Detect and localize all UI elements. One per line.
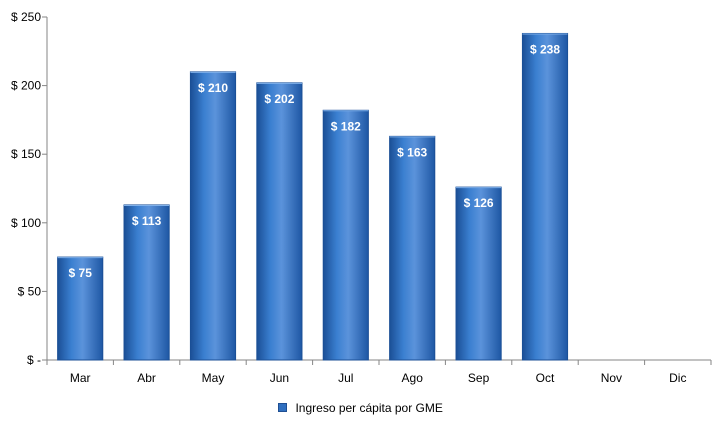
x-tick-label: Jun	[270, 371, 289, 385]
x-tick-label: Sep	[468, 371, 490, 385]
x-tick-label: Ago	[402, 371, 424, 385]
data-labels: $ 75 $ 113 $ 210 $ 202 $ 182 $ 163 $ 126 $ 238	[69, 42, 561, 280]
bar	[189, 71, 237, 361]
bar	[521, 32, 569, 361]
x-tick-label: Abr	[137, 371, 156, 385]
bar-data-label: $ 238	[530, 42, 560, 56]
y-tick-label: $ 150	[11, 147, 41, 161]
x-tick-label: Jul	[338, 371, 353, 385]
y-tick-label: $ -	[27, 353, 41, 367]
legend-swatch	[278, 403, 288, 413]
x-tick-label: Nov	[601, 371, 622, 385]
bar	[123, 204, 170, 361]
x-tick-labels: Mar Abr May Jun Jul Ago Sep Oct Nov Dic	[70, 371, 687, 385]
x-tick-label: Mar	[70, 371, 91, 385]
bar-data-label: $ 202	[264, 92, 294, 106]
bar	[256, 82, 303, 361]
bar-data-label: $ 75	[69, 266, 93, 280]
legend: Ingreso per cápita por GME	[0, 400, 721, 415]
bar	[455, 186, 502, 361]
bar-data-label: $ 163	[397, 145, 427, 159]
bar-data-label: $ 126	[464, 196, 494, 210]
legend-label: Ingreso per cápita por GME	[295, 400, 443, 415]
x-tick-label: May	[202, 371, 225, 385]
y-tick-label: $ 200	[11, 79, 41, 93]
x-tick-label: Dic	[669, 371, 686, 385]
y-tick-label: $ 100	[11, 216, 41, 230]
bar-data-label: $ 182	[331, 119, 361, 133]
bar	[322, 109, 369, 361]
y-tick-labels: $ - $ 50 $ 100 $ 150 $ 200 $ 250	[11, 10, 41, 367]
x-tick-label: Oct	[536, 371, 555, 385]
bar	[389, 135, 436, 361]
bar-data-label: $ 210	[198, 81, 228, 95]
y-tick-label: $ 250	[11, 10, 41, 24]
bar-data-label: $ 113	[132, 214, 162, 228]
y-tick-label: $ 50	[18, 284, 42, 298]
bars	[57, 32, 569, 361]
